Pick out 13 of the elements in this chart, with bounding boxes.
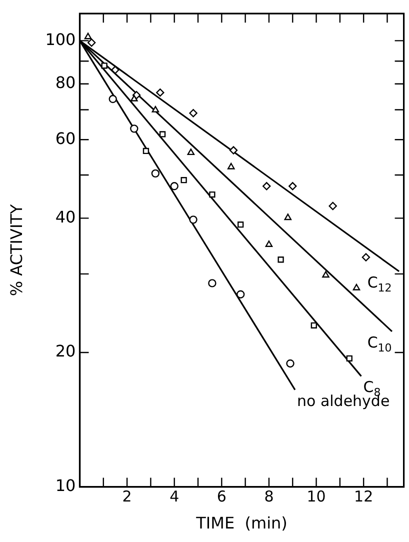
y-tick-label: 80: [55, 73, 76, 92]
y-tick-label: 100: [45, 30, 76, 49]
x-tick-label: 4: [170, 488, 180, 506]
y-tick-label: 60: [55, 128, 76, 148]
x-axis-title: TIME (min): [195, 514, 288, 533]
x-tick-label: 12: [354, 488, 374, 506]
y-tick-label: 40: [55, 207, 76, 226]
x-tick-label: 10: [306, 488, 326, 506]
y-tick-label: 20: [55, 342, 76, 361]
x-tick-label: 6: [216, 488, 226, 506]
y-axis-title: % ACTIVITY: [6, 204, 26, 296]
x-tick-label: 8: [264, 488, 274, 506]
x-tick-label: 2: [122, 488, 132, 506]
